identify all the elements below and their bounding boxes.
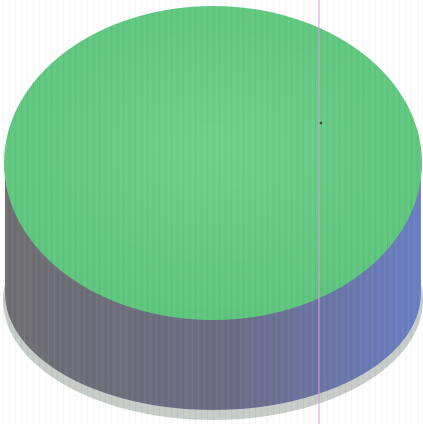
dust-speck: [319, 121, 323, 125]
